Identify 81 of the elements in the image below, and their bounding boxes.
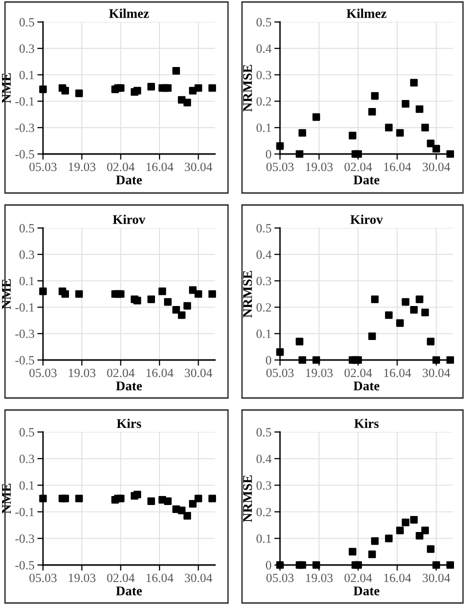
y-tick-label: 0.2 [256, 97, 271, 106]
x-tick-label: 19.03 [306, 368, 333, 378]
x-axis-title: Date [354, 586, 380, 596]
x-tick-label: 16.04 [384, 368, 412, 378]
y-tick-label: 0.3 [20, 250, 34, 259]
x-tick-label: 30.04 [422, 368, 450, 378]
y-tick-label: 0 [266, 356, 272, 364]
x-tick-label: 02.04 [344, 368, 372, 378]
y-tick-label: 0.5 [256, 428, 272, 437]
y-tick-label: 0.3 [256, 70, 272, 80]
x-tick-label: 16.04 [384, 162, 412, 172]
x-axis-title: Date [116, 382, 142, 390]
y-tick-label: -0.1 [15, 303, 34, 312]
y-axis-title: NRMSE [243, 475, 252, 522]
x-tick-label: 30.04 [184, 574, 212, 582]
x-tick-label: 02.04 [107, 574, 135, 582]
y-tick-label: 0.1 [20, 481, 34, 490]
x-tick-label: 19.03 [68, 368, 96, 378]
y-tick-label: 0.5 [256, 224, 272, 233]
y-axis-title: NRMSE [243, 270, 252, 318]
x-tick-label: 02.04 [344, 574, 372, 582]
y-tick-label: 0.2 [256, 508, 271, 516]
x-tick-label: 05.03 [29, 574, 57, 582]
y-tick-label: 0.5 [20, 224, 34, 233]
x-tick-label: 05.03 [266, 368, 294, 378]
y-tick-label: -0.1 [15, 508, 34, 516]
y-tick-label: -0.5 [15, 150, 34, 159]
y-tick-label: -0.3 [15, 330, 34, 338]
y-tick-label: -0.5 [15, 561, 34, 570]
x-tick-label: 30.04 [184, 162, 212, 172]
x-tick-label: 05.03 [29, 368, 57, 378]
x-axis-title: Date [116, 176, 142, 184]
y-tick-label: 0.5 [20, 428, 34, 437]
x-tick-label: 19.03 [306, 162, 333, 172]
x-tick-label: 19.03 [68, 574, 96, 582]
x-tick-label: 02.04 [344, 162, 372, 172]
x-tick-label: 05.03 [29, 162, 57, 172]
chart-title: Kilmez [109, 8, 149, 18]
y-tick-label: -0.3 [15, 124, 34, 132]
x-tick-label: 19.03 [306, 574, 333, 582]
x-tick-label: 05.03 [266, 162, 294, 172]
y-tick-label: 0 [266, 561, 272, 570]
y-tick-label: -0.1 [15, 97, 34, 106]
x-axis-title: Date [354, 176, 380, 184]
chart-title: Kirov [112, 214, 146, 224]
x-axis-title: Date [116, 586, 142, 596]
chart-title: Kirs [116, 418, 142, 428]
x-tick-label: 16.04 [146, 162, 174, 172]
x-tick-label: 30.04 [184, 368, 212, 378]
x-tick-label: 16.04 [146, 574, 174, 582]
y-tick-label: 0.3 [20, 454, 34, 464]
x-tick-label: 16.04 [384, 574, 412, 582]
y-tick-label: 0.5 [256, 18, 272, 27]
y-tick-label: -0.3 [15, 534, 34, 543]
y-tick-label: 0.1 [256, 330, 271, 338]
y-tick-label: 0.5 [20, 18, 34, 27]
y-tick-label: 0.2 [256, 303, 271, 312]
x-tick-label: 02.04 [107, 368, 135, 378]
y-tick-label: 0.3 [256, 276, 272, 286]
y-tick-label: 0.1 [20, 276, 34, 286]
x-tick-label: 16.04 [146, 368, 174, 378]
y-tick-label: 0.1 [20, 70, 34, 80]
y-tick-label: 0.4 [256, 250, 272, 259]
chart-title: Kirs [354, 418, 379, 428]
y-tick-label: 0.3 [256, 481, 272, 490]
y-tick-label: 0.1 [256, 534, 271, 543]
x-axis-title: Date [354, 382, 380, 390]
y-axis-title: NRMSE [243, 64, 252, 112]
y-tick-label: 0.4 [256, 454, 272, 464]
y-tick-label: 0.3 [20, 44, 34, 53]
y-tick-label: -0.5 [15, 356, 34, 365]
x-tick-label: 19.03 [68, 162, 96, 172]
y-tick-label: 0 [266, 150, 272, 158]
y-tick-label: 0.4 [256, 44, 272, 53]
x-tick-label: 30.04 [422, 574, 450, 582]
x-tick-label: 02.04 [107, 162, 135, 172]
x-tick-label: 30.04 [422, 162, 450, 172]
x-tick-label: 05.03 [266, 574, 294, 582]
chart-title: Kirov [350, 214, 383, 224]
chart-title: Kilmez [346, 8, 386, 18]
y-tick-label: 0.1 [256, 124, 271, 132]
